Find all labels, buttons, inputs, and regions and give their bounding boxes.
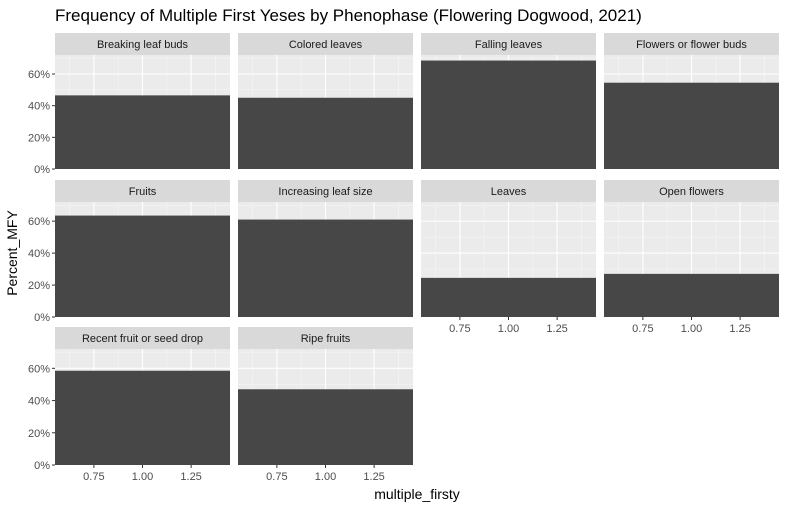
facet-recent-fruit-or-seed-drop: Recent fruit or seed drop 0% 20% 40% 60% 0.75…: [28, 327, 230, 483]
y-tick-label: 60%: [28, 363, 50, 375]
x-tick-label: 0.75: [83, 471, 104, 483]
facet-strip: [421, 33, 596, 55]
facet-strip: [604, 180, 779, 202]
facet-strip: [238, 327, 413, 349]
bar: [421, 277, 596, 317]
facet-panels: Breaking leaf buds 0% 20% 40% 60% Colored lea…: [28, 33, 779, 483]
facet-flowers-or-flower-buds: Flowers or flower buds: [604, 33, 779, 170]
x-tick-label: 0.75: [266, 471, 287, 483]
bar: [604, 82, 779, 169]
y-tick-label: 20%: [28, 280, 50, 292]
x-tick-label: 1.00: [681, 323, 702, 335]
x-tick-label: 1.00: [132, 471, 153, 483]
x-tick-label: 0.75: [449, 323, 470, 335]
facet-strip-label: Recent fruit or seed drop: [82, 333, 203, 345]
facet-colored-leaves: Colored leaves: [238, 33, 413, 170]
bar: [238, 219, 413, 317]
facet-strip-label: Fruits: [129, 186, 157, 198]
bar: [421, 60, 596, 169]
facet-strip-label: Ripe fruits: [301, 333, 351, 345]
facet-ripe-fruits: Ripe fruits 0.75 1.00 1.25: [238, 327, 413, 483]
y-tick-label: 60%: [28, 216, 50, 228]
y-tick-label: 0%: [34, 164, 50, 176]
facet-increasing-leaf-size: Increasing leaf size: [238, 180, 413, 318]
y-tick-label: 20%: [28, 132, 50, 144]
bar: [238, 97, 413, 169]
bar: [55, 215, 230, 317]
y-tick-label: 0%: [34, 460, 50, 472]
facet-strip-label: Breaking leaf buds: [97, 39, 189, 51]
facet-strip-label: Flowers or flower buds: [636, 39, 747, 51]
facet-strip-label: Falling leaves: [475, 39, 543, 51]
y-tick-label: 60%: [28, 69, 50, 81]
y-tick-label: 40%: [28, 248, 50, 260]
facet-strip: [55, 327, 230, 349]
bar: [55, 95, 230, 169]
facet-strip: [238, 33, 413, 55]
x-axis-title: multiple_firsty: [374, 486, 460, 502]
bar: [55, 370, 230, 465]
y-tick-label: 0%: [34, 312, 50, 324]
facet-strip: [238, 180, 413, 202]
facet-strip: [421, 180, 596, 202]
facet-fruits: Fruits 0% 20% 40% 60%: [28, 180, 230, 324]
bar: [604, 273, 779, 317]
bar: [238, 389, 413, 465]
x-tick-label: 1.25: [180, 471, 201, 483]
x-tick-label: 0.75: [632, 323, 653, 335]
facet-strip-label: Open flowers: [659, 186, 724, 198]
chart-title: Frequency of Multiple First Yeses by Phe…: [55, 6, 642, 25]
facet-leaves: Leaves 0.75 1.00 1.25: [421, 180, 596, 335]
y-tick-label: 40%: [28, 396, 50, 408]
y-tick-label: 40%: [28, 101, 50, 113]
y-tick-label: 20%: [28, 428, 50, 440]
facet-open-flowers: Open flowers 0.75 1.00 1.25: [604, 180, 779, 335]
facet-strip-label: Increasing leaf size: [278, 186, 372, 198]
facet-strip: [604, 33, 779, 55]
facet-strip: [55, 33, 230, 55]
facet-strip: [55, 180, 230, 202]
x-tick-label: 1.25: [546, 323, 567, 335]
x-tick-label: 1.25: [729, 323, 750, 335]
facet-falling-leaves: Falling leaves: [421, 33, 596, 170]
y-axis-title: Percent_MFY: [4, 210, 20, 296]
x-tick-label: 1.25: [363, 471, 384, 483]
x-tick-label: 1.00: [315, 471, 336, 483]
x-tick-label: 1.00: [498, 323, 519, 335]
facet-strip-label: Leaves: [491, 186, 527, 198]
facet-breaking-leaf-buds: Breaking leaf buds 0% 20% 40% 60%: [28, 33, 230, 176]
facet-strip-label: Colored leaves: [289, 39, 363, 51]
